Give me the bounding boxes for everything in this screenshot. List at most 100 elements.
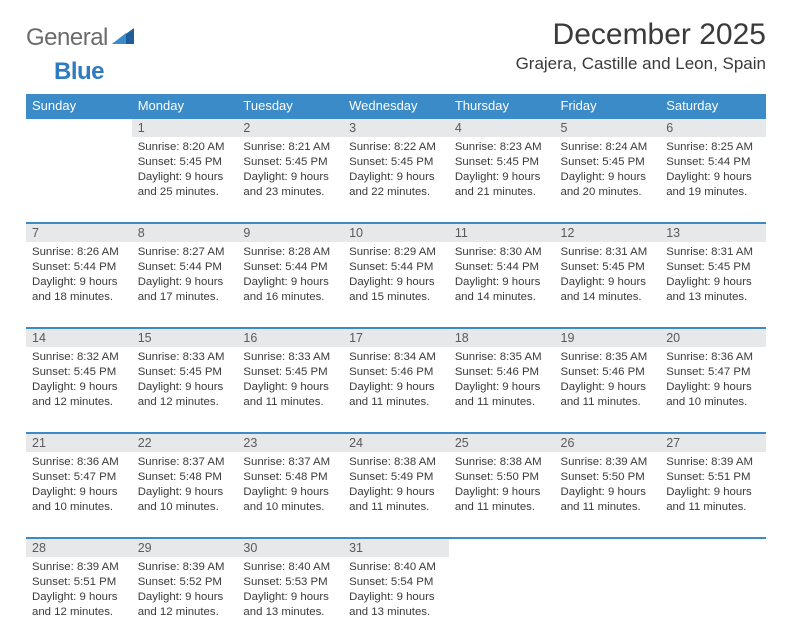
day-d2: and 11 minutes. (455, 500, 549, 515)
day-d2: and 21 minutes. (455, 185, 549, 200)
day-content: Sunrise: 8:21 AMSunset: 5:45 PMDaylight:… (237, 137, 343, 206)
title-block: December 2025 Grajera, Castille and Leon… (516, 18, 766, 74)
day-ss: Sunset: 5:44 PM (243, 260, 337, 275)
daynum-cell (555, 538, 661, 557)
day-d2: and 20 minutes. (561, 185, 655, 200)
day-sr: Sunrise: 8:33 AM (243, 350, 337, 365)
day-sr: Sunrise: 8:38 AM (455, 455, 549, 470)
daynum-cell: 14 (26, 328, 132, 347)
day-sr: Sunrise: 8:34 AM (349, 350, 443, 365)
day-d1: Daylight: 9 hours (455, 380, 549, 395)
daynum-cell: 20 (660, 328, 766, 347)
day-d2: and 11 minutes. (561, 395, 655, 410)
day-cell: Sunrise: 8:35 AMSunset: 5:46 PMDaylight:… (555, 347, 661, 433)
day-cell: Sunrise: 8:32 AMSunset: 5:45 PMDaylight:… (26, 347, 132, 433)
day-cell: Sunrise: 8:38 AMSunset: 5:50 PMDaylight:… (449, 452, 555, 538)
day-d1: Daylight: 9 hours (243, 170, 337, 185)
day-d1: Daylight: 9 hours (349, 170, 443, 185)
day-d2: and 10 minutes. (32, 500, 126, 515)
day-ss: Sunset: 5:45 PM (349, 155, 443, 170)
day-d1: Daylight: 9 hours (138, 275, 232, 290)
day-d1: Daylight: 9 hours (349, 485, 443, 500)
day-d2: and 18 minutes. (32, 290, 126, 305)
day-sr: Sunrise: 8:27 AM (138, 245, 232, 260)
day-cell: Sunrise: 8:37 AMSunset: 5:48 PMDaylight:… (237, 452, 343, 538)
day-ss: Sunset: 5:44 PM (666, 155, 760, 170)
day-ss: Sunset: 5:44 PM (455, 260, 549, 275)
day-d1: Daylight: 9 hours (455, 275, 549, 290)
day-d2: and 12 minutes. (32, 605, 126, 620)
day-d2: and 13 minutes. (666, 290, 760, 305)
day-sr: Sunrise: 8:20 AM (138, 140, 232, 155)
day-content: Sunrise: 8:31 AMSunset: 5:45 PMDaylight:… (555, 242, 661, 311)
day-ss: Sunset: 5:47 PM (32, 470, 126, 485)
day-d1: Daylight: 9 hours (32, 380, 126, 395)
day-cell: Sunrise: 8:38 AMSunset: 5:49 PMDaylight:… (343, 452, 449, 538)
day-cell: Sunrise: 8:28 AMSunset: 5:44 PMDaylight:… (237, 242, 343, 328)
daynum-row: 123456 (26, 118, 766, 137)
day-ss: Sunset: 5:46 PM (349, 365, 443, 380)
day-content: Sunrise: 8:39 AMSunset: 5:51 PMDaylight:… (660, 452, 766, 521)
day-ss: Sunset: 5:49 PM (349, 470, 443, 485)
day-d2: and 13 minutes. (349, 605, 443, 620)
col-wednesday: Wednesday (343, 94, 449, 118)
day-d2: and 11 minutes. (243, 395, 337, 410)
day-d1: Daylight: 9 hours (243, 590, 337, 605)
day-cell: Sunrise: 8:25 AMSunset: 5:44 PMDaylight:… (660, 137, 766, 223)
day-sr: Sunrise: 8:40 AM (243, 560, 337, 575)
day-cell: Sunrise: 8:27 AMSunset: 5:44 PMDaylight:… (132, 242, 238, 328)
location-subtitle: Grajera, Castille and Leon, Spain (516, 54, 766, 74)
daynum-row: 78910111213 (26, 223, 766, 242)
day-d1: Daylight: 9 hours (561, 485, 655, 500)
day-content: Sunrise: 8:38 AMSunset: 5:50 PMDaylight:… (449, 452, 555, 521)
day-ss: Sunset: 5:44 PM (138, 260, 232, 275)
daynum-cell: 5 (555, 118, 661, 137)
day-ss: Sunset: 5:45 PM (666, 260, 760, 275)
day-sr: Sunrise: 8:39 AM (561, 455, 655, 470)
daynum-row: 14151617181920 (26, 328, 766, 347)
day-sr: Sunrise: 8:23 AM (455, 140, 549, 155)
day-ss: Sunset: 5:45 PM (138, 155, 232, 170)
daynum-cell (660, 538, 766, 557)
calendar-table: Sunday Monday Tuesday Wednesday Thursday… (26, 94, 766, 643)
day-cell: Sunrise: 8:40 AMSunset: 5:53 PMDaylight:… (237, 557, 343, 643)
week-row: Sunrise: 8:36 AMSunset: 5:47 PMDaylight:… (26, 452, 766, 538)
day-content: Sunrise: 8:40 AMSunset: 5:54 PMDaylight:… (343, 557, 449, 626)
day-d2: and 11 minutes. (349, 500, 443, 515)
day-cell: Sunrise: 8:39 AMSunset: 5:51 PMDaylight:… (660, 452, 766, 538)
day-d1: Daylight: 9 hours (561, 380, 655, 395)
day-d1: Daylight: 9 hours (32, 275, 126, 290)
daynum-row: 28293031 (26, 538, 766, 557)
logo-text-blue: Blue (54, 58, 104, 86)
day-cell (555, 557, 661, 643)
day-content: Sunrise: 8:32 AMSunset: 5:45 PMDaylight:… (26, 347, 132, 416)
day-sr: Sunrise: 8:35 AM (455, 350, 549, 365)
day-d2: and 12 minutes. (138, 605, 232, 620)
daynum-cell: 6 (660, 118, 766, 137)
day-sr: Sunrise: 8:31 AM (666, 245, 760, 260)
week-row: Sunrise: 8:32 AMSunset: 5:45 PMDaylight:… (26, 347, 766, 433)
week-row: Sunrise: 8:26 AMSunset: 5:44 PMDaylight:… (26, 242, 766, 328)
day-content: Sunrise: 8:25 AMSunset: 5:44 PMDaylight:… (660, 137, 766, 206)
col-friday: Friday (555, 94, 661, 118)
daynum-cell: 8 (132, 223, 238, 242)
day-ss: Sunset: 5:45 PM (455, 155, 549, 170)
week-row: Sunrise: 8:39 AMSunset: 5:51 PMDaylight:… (26, 557, 766, 643)
day-sr: Sunrise: 8:30 AM (455, 245, 549, 260)
day-d1: Daylight: 9 hours (666, 380, 760, 395)
daynum-cell: 27 (660, 433, 766, 452)
day-d1: Daylight: 9 hours (32, 485, 126, 500)
daynum-cell: 30 (237, 538, 343, 557)
day-d2: and 25 minutes. (138, 185, 232, 200)
col-monday: Monday (132, 94, 238, 118)
day-cell: Sunrise: 8:39 AMSunset: 5:50 PMDaylight:… (555, 452, 661, 538)
daynum-row: 21222324252627 (26, 433, 766, 452)
day-sr: Sunrise: 8:40 AM (349, 560, 443, 575)
daynum-cell: 7 (26, 223, 132, 242)
month-title: December 2025 (516, 18, 766, 52)
day-cell: Sunrise: 8:35 AMSunset: 5:46 PMDaylight:… (449, 347, 555, 433)
day-d2: and 11 minutes. (561, 500, 655, 515)
day-ss: Sunset: 5:45 PM (32, 365, 126, 380)
day-content: Sunrise: 8:39 AMSunset: 5:51 PMDaylight:… (26, 557, 132, 626)
day-cell: Sunrise: 8:26 AMSunset: 5:44 PMDaylight:… (26, 242, 132, 328)
